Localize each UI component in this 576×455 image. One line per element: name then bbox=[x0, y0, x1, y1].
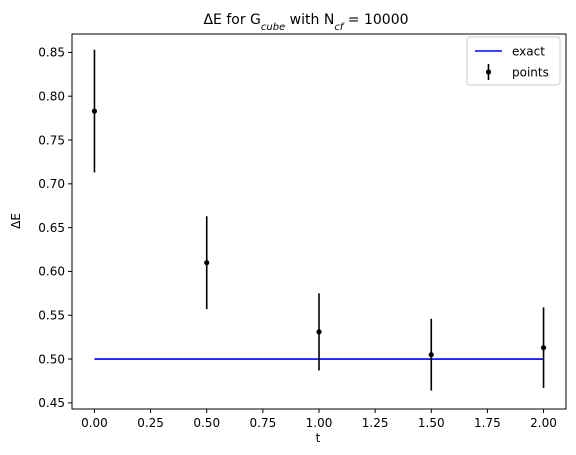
legend-exact-label: exact bbox=[512, 45, 545, 59]
y-tick-label: 0.70 bbox=[38, 177, 65, 191]
y-tick-label: 0.60 bbox=[38, 265, 65, 279]
y-tick-label: 0.65 bbox=[38, 221, 65, 235]
legend-points-label: points bbox=[512, 66, 549, 80]
y-axis-ticks: 0.45 0.50 0.55 0.60 0.65 0.70 0.75 0.80 0.85 bbox=[38, 46, 72, 410]
x-tick-label: 2.00 bbox=[530, 416, 557, 430]
data-point bbox=[429, 352, 434, 357]
title-middle: with N bbox=[285, 12, 334, 28]
x-tick-label: 1.00 bbox=[306, 416, 333, 430]
title-prefix: ΔE for G bbox=[203, 12, 260, 28]
title-suffix: = 10000 bbox=[343, 12, 408, 28]
data-layer bbox=[92, 50, 546, 391]
data-point bbox=[541, 345, 546, 350]
x-axis-ticks: 0.00 0.25 0.50 0.75 1.00 1.25 1.50 1.75 2.00 bbox=[81, 409, 557, 430]
y-axis-label: ΔE bbox=[9, 213, 23, 229]
plot-area bbox=[72, 34, 566, 409]
legend-points-marker-sample bbox=[486, 69, 491, 74]
x-tick-label: 1.75 bbox=[474, 416, 501, 430]
x-tick-label: 1.25 bbox=[362, 416, 389, 430]
chart-title: ΔE for Gcube with Ncf = 10000 bbox=[203, 12, 408, 33]
y-tick-label: 0.75 bbox=[38, 133, 65, 147]
legend: exact points bbox=[467, 37, 560, 85]
y-tick-label: 0.45 bbox=[38, 396, 65, 410]
x-tick-label: 0.50 bbox=[193, 416, 220, 430]
data-point bbox=[316, 329, 321, 334]
y-tick-label: 0.85 bbox=[38, 46, 65, 60]
y-tick-label: 0.55 bbox=[38, 309, 65, 323]
y-tick-label: 0.80 bbox=[38, 90, 65, 104]
title-subscript-cube: cube bbox=[261, 22, 285, 33]
x-tick-label: 0.75 bbox=[250, 416, 277, 430]
x-tick-label: 0.25 bbox=[137, 416, 164, 430]
x-tick-label: 1.50 bbox=[418, 416, 445, 430]
data-point bbox=[92, 109, 97, 114]
x-axis-label: t bbox=[316, 431, 321, 445]
data-point bbox=[204, 260, 209, 265]
x-tick-label: 0.00 bbox=[81, 416, 108, 430]
y-tick-label: 0.50 bbox=[38, 352, 65, 366]
